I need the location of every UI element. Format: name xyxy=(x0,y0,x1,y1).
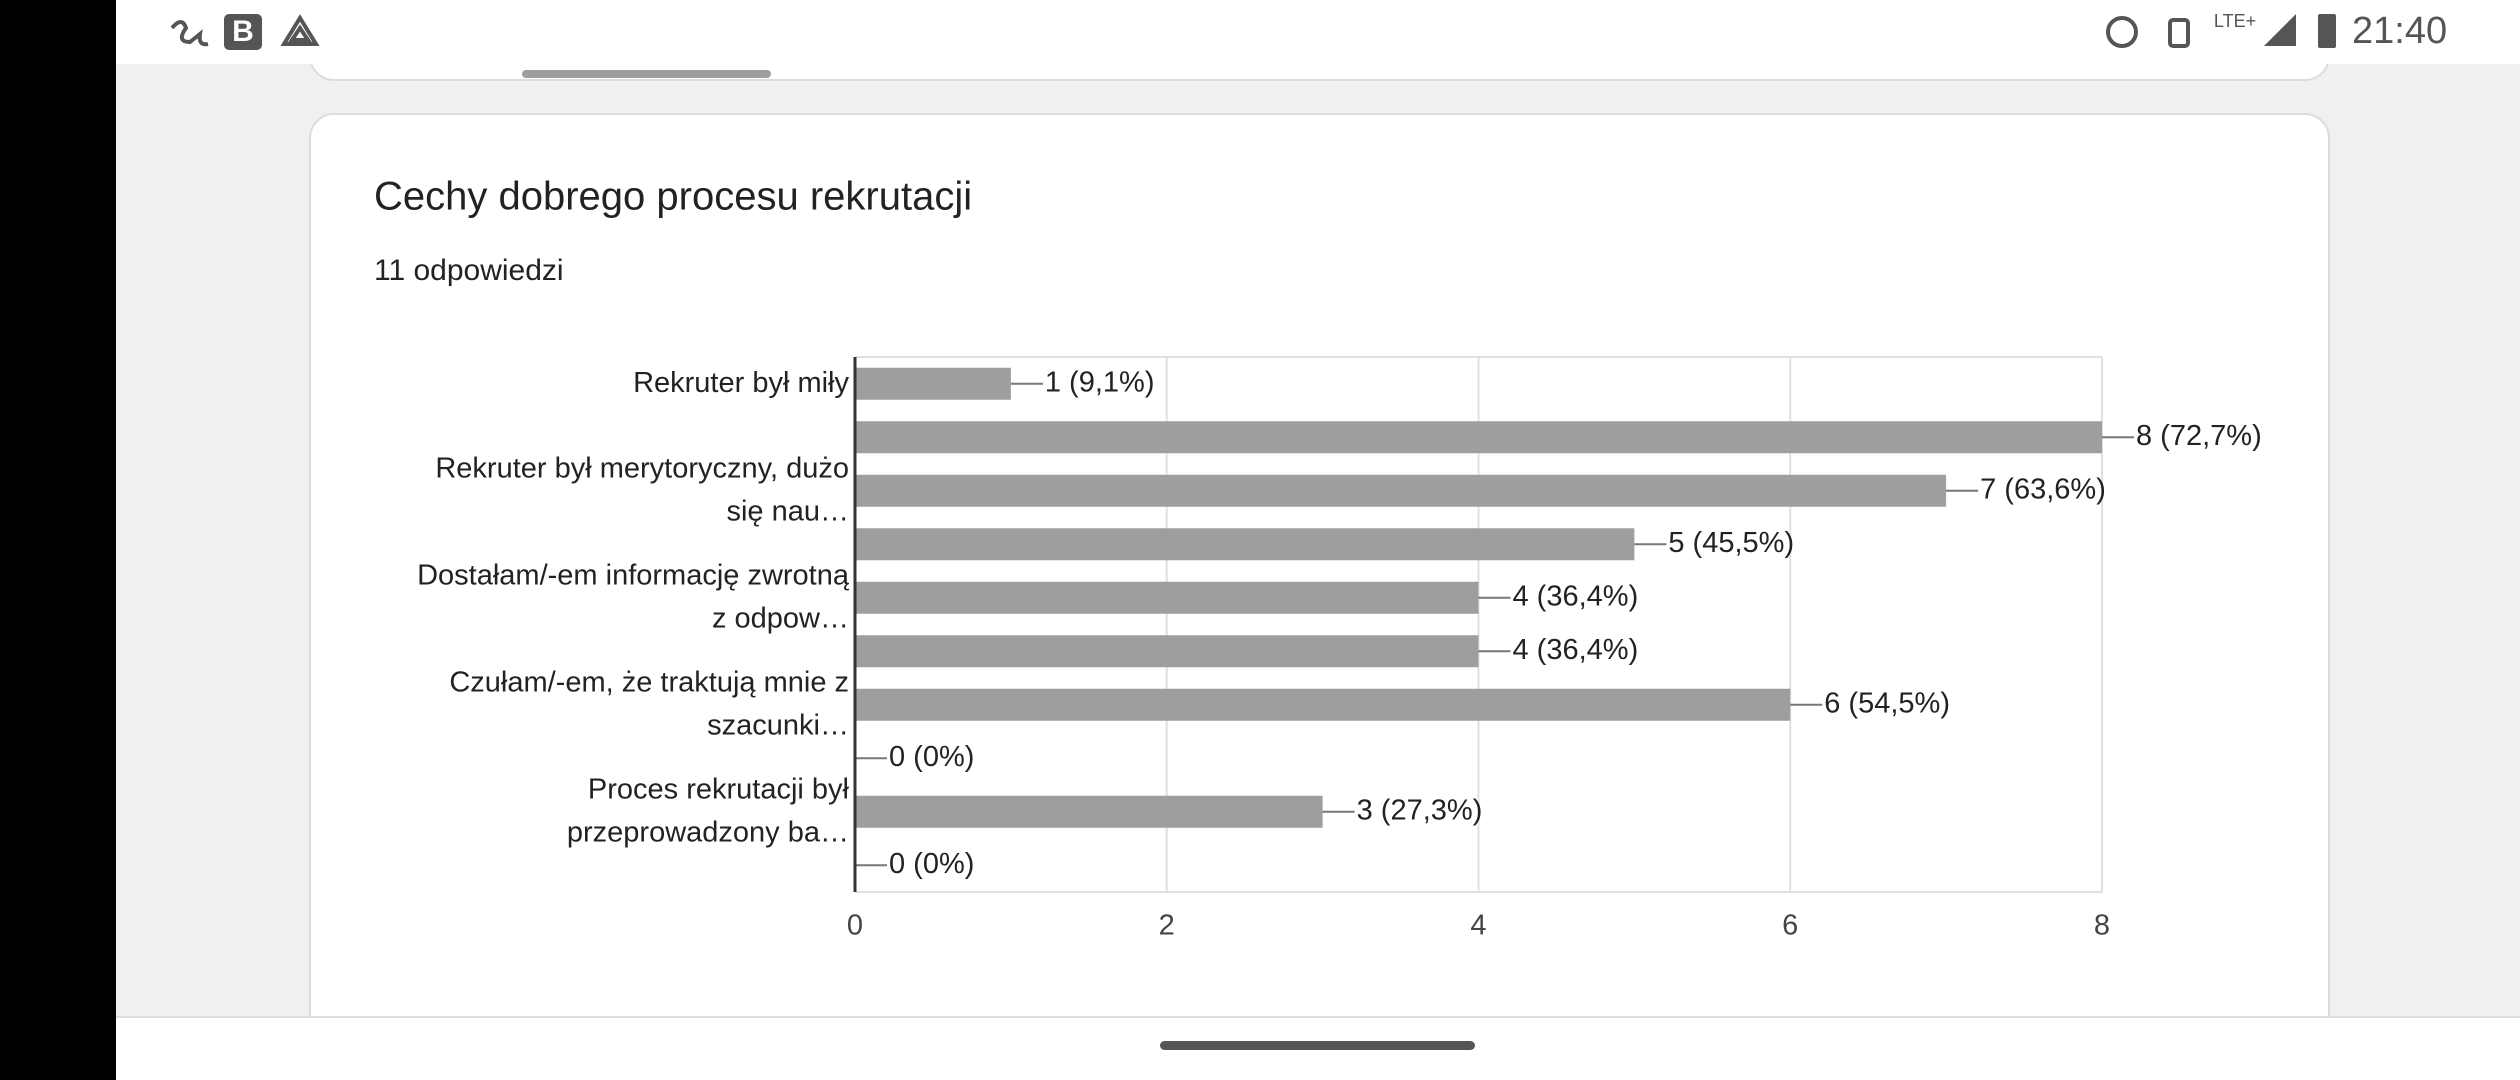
y-tick-label: Czułam/-em, że traktują mnie z szacunki… xyxy=(449,666,849,741)
x-tick-label: 2 xyxy=(1159,910,1175,942)
chart: 0 2 4 6 8 Rekruter był miły 1 (9,1%) 8 (72,7%) R… xyxy=(417,356,2262,942)
y-tick-label: Proces rekrutacji był przeprowadzony ba… xyxy=(567,773,850,848)
value-label: 3 (27,3%) xyxy=(1357,794,1483,826)
bar xyxy=(855,421,2102,454)
x-tick-label: 8 xyxy=(2094,910,2110,942)
y-tick-label: Dostałam/-em informację zwrotną z odpow… xyxy=(417,559,850,634)
left-strip xyxy=(0,0,116,1080)
value-label: 4 (36,4%) xyxy=(1513,580,1639,612)
card-title: Cechy dobrego procesu rekrutacji xyxy=(374,175,972,219)
app-icon xyxy=(170,20,209,47)
bar xyxy=(855,688,1791,721)
b-icon-box xyxy=(224,14,262,50)
home-handle[interactable] xyxy=(1160,1041,1475,1050)
alarm-icon xyxy=(2106,16,2138,48)
bar xyxy=(855,474,1947,507)
status-bar xyxy=(116,0,2520,64)
response-count: 11 odpowiedzi xyxy=(374,254,564,287)
value-label: 0 (0%) xyxy=(889,848,974,880)
value-label: 5 (45,5%) xyxy=(1668,527,1794,559)
value-label: 8 (72,7%) xyxy=(2136,420,2262,452)
tab-indicator xyxy=(522,70,771,78)
x-tick-label: 4 xyxy=(1470,910,1486,942)
value-label: 4 (36,4%) xyxy=(1513,634,1639,666)
value-label: 1 (9,1%) xyxy=(1045,366,1155,398)
value-label: 0 (0%) xyxy=(889,741,974,773)
signal-icon xyxy=(2264,14,2296,46)
battery-icon xyxy=(2318,14,2336,48)
y-tick-label: Rekruter był merytoryczny, dużo się nau… xyxy=(435,452,849,527)
vibrate-icon xyxy=(2168,18,2190,48)
drive-icon xyxy=(280,14,320,46)
bar xyxy=(855,367,1011,400)
y-tick-label: Rekruter był miły xyxy=(633,366,849,398)
value-label: 6 (54,5%) xyxy=(1824,687,1950,719)
bar xyxy=(855,581,1479,614)
bar xyxy=(855,795,1323,828)
b-icon: B xyxy=(232,15,254,48)
clock: 21:40 xyxy=(2352,10,2447,52)
bar xyxy=(855,528,1635,561)
value-label: 7 (63,6%) xyxy=(1980,473,2106,505)
x-tick-label: 0 xyxy=(847,910,863,942)
network-type: LTE+ xyxy=(2214,11,2256,31)
bar xyxy=(855,635,1479,668)
x-tick-label: 6 xyxy=(1782,910,1798,942)
